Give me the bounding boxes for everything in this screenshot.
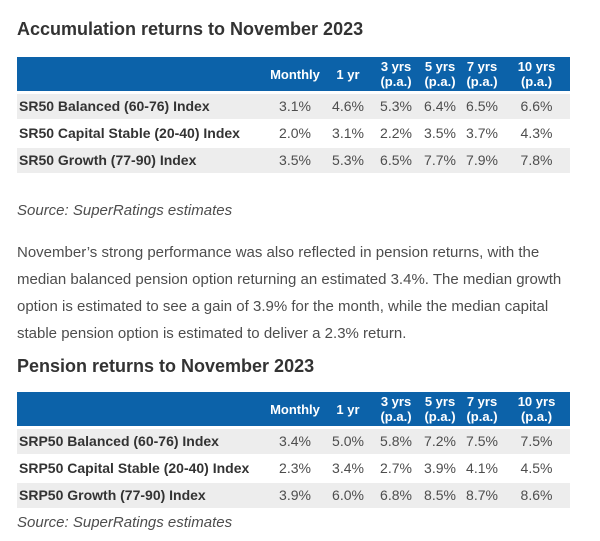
row-label: SR50 Capital Stable (20-40) Index [17, 121, 267, 148]
pension-returns-table: Monthly 1 yr 3 yrs (p.a.) 5 yrs (p.a.) 7… [17, 392, 570, 510]
column-header-7yrs: 7 yrs (p.a.) [461, 392, 503, 429]
cell-7yrs: 7.9% [461, 148, 503, 175]
cell-5yrs: 3.9% [419, 456, 461, 483]
accumulation-header-row: Monthly 1 yr 3 yrs (p.a.) 5 yrs (p.a.) 7… [17, 57, 570, 94]
cell-1yr: 3.4% [323, 456, 373, 483]
cell-3yrs: 5.3% [373, 94, 419, 121]
column-header-5yrs: 5 yrs (p.a.) [419, 392, 461, 429]
column-header-3yrs: 3 yrs (p.a.) [373, 57, 419, 94]
cell-monthly: 2.3% [267, 456, 323, 483]
column-header-5yrs: 5 yrs (p.a.) [419, 57, 461, 94]
cell-monthly: 3.4% [267, 429, 323, 456]
cell-1yr: 4.6% [323, 94, 373, 121]
cell-7yrs: 7.5% [461, 429, 503, 456]
cell-1yr: 5.3% [323, 148, 373, 175]
table-row-srp50-growth: SRP50 Growth (77-90) Index 3.9% 6.0% 6.8… [17, 483, 570, 510]
cell-3yrs: 2.2% [373, 121, 419, 148]
column-header-1yr: 1 yr [323, 392, 373, 429]
cell-7yrs: 4.1% [461, 456, 503, 483]
column-header-monthly: Monthly [267, 392, 323, 429]
column-header-10yrs: 10 yrs (p.a.) [503, 57, 570, 94]
column-header-monthly: Monthly [267, 57, 323, 94]
cell-3yrs: 6.5% [373, 148, 419, 175]
cell-monthly: 3.9% [267, 483, 323, 510]
cell-monthly: 3.5% [267, 148, 323, 175]
row-label: SRP50 Capital Stable (20-40) Index [17, 456, 267, 483]
table-row-srp50-capital-stable: SRP50 Capital Stable (20-40) Index 2.3% … [17, 456, 570, 483]
cell-7yrs: 6.5% [461, 94, 503, 121]
column-header-3yrs: 3 yrs (p.a.) [373, 392, 419, 429]
cell-monthly: 3.1% [267, 94, 323, 121]
row-label: SRP50 Growth (77-90) Index [17, 483, 267, 510]
cell-10yrs: 7.8% [503, 148, 570, 175]
cell-10yrs: 4.5% [503, 456, 570, 483]
cell-3yrs: 5.8% [373, 429, 419, 456]
row-label: SRP50 Balanced (60-76) Index [17, 429, 267, 456]
column-header-10yrs: 10 yrs (p.a.) [503, 392, 570, 429]
cell-10yrs: 6.6% [503, 94, 570, 121]
table-row-sr50-growth: SR50 Growth (77-90) Index 3.5% 5.3% 6.5%… [17, 148, 570, 175]
cell-7yrs: 8.7% [461, 483, 503, 510]
pension-header-row: Monthly 1 yr 3 yrs (p.a.) 5 yrs (p.a.) 7… [17, 392, 570, 429]
cell-7yrs: 3.7% [461, 121, 503, 148]
cell-5yrs: 8.5% [419, 483, 461, 510]
cell-1yr: 6.0% [323, 483, 373, 510]
accumulation-returns-table: Monthly 1 yr 3 yrs (p.a.) 5 yrs (p.a.) 7… [17, 57, 570, 175]
row-label: SR50 Growth (77-90) Index [17, 148, 267, 175]
cell-1yr: 5.0% [323, 429, 373, 456]
accumulation-section-title: Accumulation returns to November 2023 [17, 19, 364, 39]
table-row-srp50-balanced: SRP50 Balanced (60-76) Index 3.4% 5.0% 5… [17, 429, 570, 456]
row-label: SR50 Balanced (60-76) Index [17, 94, 267, 121]
cell-5yrs: 3.5% [419, 121, 461, 148]
cell-5yrs: 7.2% [419, 429, 461, 456]
cell-10yrs: 7.5% [503, 429, 570, 456]
cell-5yrs: 7.7% [419, 148, 461, 175]
column-header-blank [17, 392, 267, 429]
column-header-1yr: 1 yr [323, 57, 373, 94]
cell-10yrs: 8.6% [503, 483, 570, 510]
accumulation-source-note: Source: SuperRatings estimates [17, 202, 233, 219]
cell-5yrs: 6.4% [419, 94, 461, 121]
cell-10yrs: 4.3% [503, 121, 570, 148]
report-page: Accumulation returns to November 2023 Mo… [17, 18, 583, 532]
column-header-blank [17, 57, 267, 94]
pension-section-title: Pension returns to November 2023 [17, 356, 315, 376]
column-header-7yrs: 7 yrs (p.a.) [461, 57, 503, 94]
cell-monthly: 2.0% [267, 121, 323, 148]
commentary-paragraph: November’s strong performance was also r… [17, 244, 562, 342]
pension-source-note: Source: SuperRatings estimates [17, 514, 233, 531]
table-row-sr50-capital-stable: SR50 Capital Stable (20-40) Index 2.0% 3… [17, 121, 570, 148]
cell-1yr: 3.1% [323, 121, 373, 148]
cell-3yrs: 6.8% [373, 483, 419, 510]
cell-3yrs: 2.7% [373, 456, 419, 483]
table-row-sr50-balanced: SR50 Balanced (60-76) Index 3.1% 4.6% 5.… [17, 94, 570, 121]
